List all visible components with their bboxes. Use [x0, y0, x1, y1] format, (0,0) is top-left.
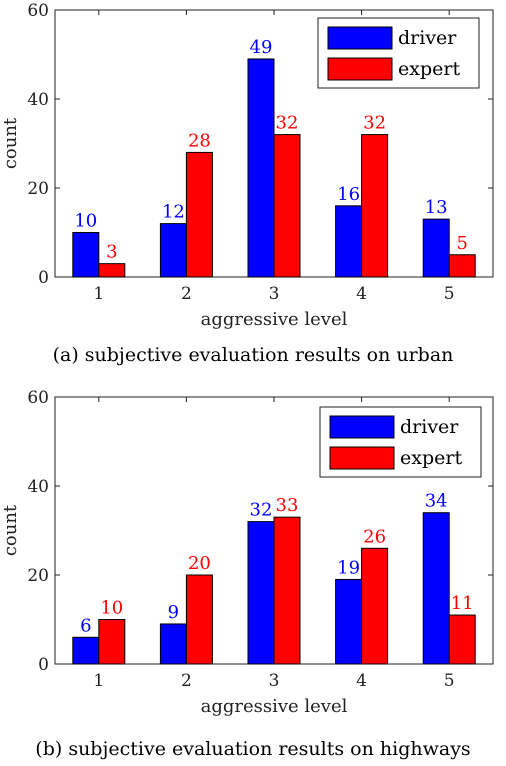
chart-highways: 0 20 40 60 1 6 10 2 9 20 3 32 33 4 19 26 5 34 11 aggressive…	[0, 383, 506, 766]
bar-expert	[98, 263, 126, 278]
x-tick-label: 5	[444, 284, 455, 304]
bar-driver	[72, 232, 100, 278]
x-tick-label: 2	[181, 671, 192, 691]
y-tick-label: 20	[27, 179, 49, 199]
bar-driver	[335, 578, 363, 665]
data-label-expert: 5	[456, 233, 467, 254]
x-tick-label: 4	[356, 671, 367, 691]
y-tick-label: 60	[27, 1, 49, 21]
x-axis-label: aggressive level	[201, 309, 348, 330]
caption-urban: (a) subjective evaluation results on urb…	[52, 344, 454, 366]
x-tick-label: 1	[93, 671, 104, 691]
bar-expert	[361, 134, 389, 278]
x-axis-label: aggressive level	[201, 696, 348, 717]
data-label-expert: 28	[188, 130, 211, 151]
bar-expert	[273, 516, 301, 665]
bar-driver	[159, 223, 187, 278]
bar-expert	[98, 619, 126, 665]
data-label-expert: 32	[276, 113, 299, 134]
bar-driver	[159, 623, 187, 665]
x-tick-label: 2	[181, 284, 192, 304]
y-tick-label: 40	[27, 90, 49, 110]
y-tick-label: 60	[27, 388, 49, 408]
bar-expert	[361, 547, 389, 665]
bar-expert	[273, 134, 301, 278]
data-label-driver: 19	[337, 557, 360, 578]
x-tick-label: 1	[93, 284, 104, 304]
x-tick-label: 3	[269, 671, 280, 691]
x-tick-label: 4	[356, 284, 367, 304]
x-tick-label: 5	[444, 671, 455, 691]
y-tick-label: 0	[38, 268, 49, 288]
chart-urban-plot: 020406011032122834932416325135aggressive…	[0, 1, 494, 330]
x-tick-label: 3	[269, 284, 280, 304]
data-label-driver: 10	[74, 211, 97, 232]
data-label-driver: 13	[425, 197, 448, 218]
y-axis-label: count	[0, 504, 21, 556]
bar-driver	[72, 636, 100, 665]
bar-driver	[247, 521, 275, 665]
bar-driver	[422, 218, 450, 278]
legend-label-expert: expert	[400, 447, 462, 469]
legend-label-driver: driver	[400, 416, 459, 438]
data-label-driver: 32	[250, 500, 273, 521]
bar-driver	[247, 58, 275, 278]
y-tick-label: 40	[27, 477, 49, 497]
legend-swatch-expert	[329, 446, 395, 470]
legend-swatch-driver	[329, 415, 395, 439]
y-axis-label: count	[0, 117, 21, 169]
y-tick-label: 0	[38, 655, 49, 675]
data-label-expert: 26	[363, 526, 386, 547]
caption-highways: (b) subjective evaluation results on hig…	[35, 738, 471, 760]
data-label-driver: 6	[80, 615, 91, 636]
data-label-expert: 10	[100, 598, 123, 619]
data-label-expert: 20	[188, 553, 211, 574]
legend-label-driver: driver	[398, 27, 457, 49]
data-label-driver: 9	[168, 602, 179, 623]
bar-driver	[335, 205, 363, 278]
legend-swatch-driver	[327, 26, 393, 50]
data-label-expert: 32	[363, 113, 386, 134]
chart-urban: 0 20 40 60 1 10 3 2 12 28 3 49 32 4 16 32 5 13 5 aggressive…	[0, 1, 494, 366]
bar-driver	[422, 512, 450, 665]
data-label-driver: 16	[337, 184, 360, 205]
bar-expert	[185, 574, 213, 665]
data-label-driver: 12	[162, 202, 185, 223]
data-label-expert: 11	[451, 593, 474, 614]
data-label-driver: 49	[250, 37, 273, 58]
data-label-expert: 3	[106, 242, 117, 263]
y-tick-label: 20	[27, 566, 49, 586]
bar-expert	[185, 151, 213, 278]
data-label-expert: 33	[276, 495, 299, 516]
legend-swatch-expert	[327, 57, 393, 81]
data-label-driver: 34	[425, 491, 448, 512]
bar-expert	[448, 614, 476, 665]
bar-expert	[448, 254, 476, 278]
legend-label-expert: expert	[398, 58, 460, 80]
